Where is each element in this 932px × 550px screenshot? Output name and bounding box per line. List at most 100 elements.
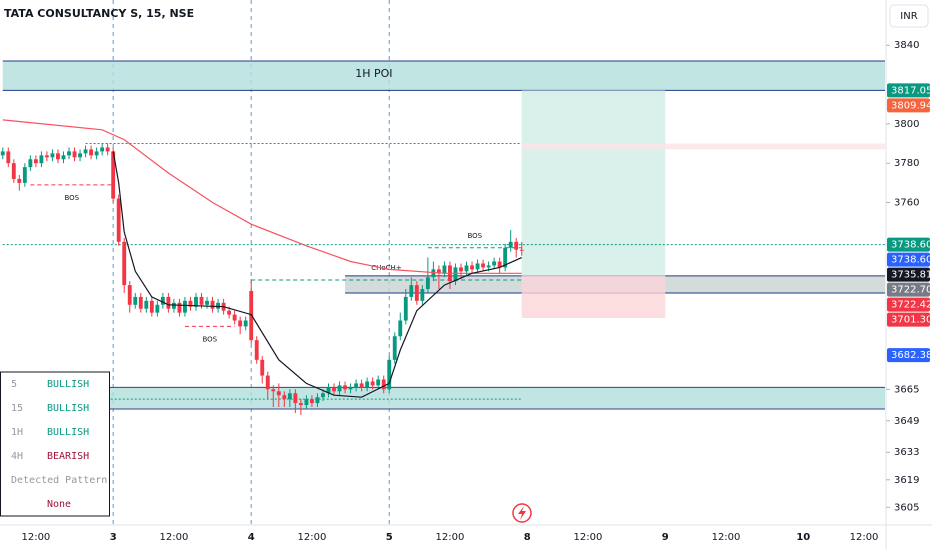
candle-body bbox=[194, 296, 198, 307]
panel-pattern: None bbox=[47, 499, 71, 510]
candle-body bbox=[276, 391, 281, 396]
y-tick-label: 3633 bbox=[894, 447, 919, 458]
candle-body bbox=[243, 320, 248, 327]
price-tag bbox=[887, 252, 930, 267]
candle-body bbox=[381, 379, 386, 390]
candle-body bbox=[183, 300, 187, 313]
panel-timeframe: 4H bbox=[11, 451, 23, 462]
zone bbox=[521, 275, 666, 318]
candle-body bbox=[486, 265, 491, 268]
candle-body bbox=[144, 300, 149, 309]
zone bbox=[521, 90, 666, 276]
price-tag-label: 3738.60 bbox=[891, 255, 932, 266]
candle-body bbox=[199, 296, 204, 305]
candle-body bbox=[354, 383, 359, 388]
currency-button[interactable] bbox=[889, 4, 929, 28]
candle-body bbox=[238, 320, 243, 327]
candle-body bbox=[376, 379, 381, 386]
x-tick-label: 8 bbox=[524, 532, 531, 543]
candle-body bbox=[127, 285, 132, 305]
candle-body bbox=[265, 375, 270, 390]
candle-body bbox=[149, 300, 154, 313]
candle-body bbox=[94, 151, 99, 156]
panel-box bbox=[0, 371, 110, 517]
price-tag bbox=[887, 282, 930, 297]
x-tick-label: 10 bbox=[796, 532, 810, 543]
price-tag bbox=[887, 297, 930, 312]
candle-body bbox=[254, 340, 259, 360]
candle-body bbox=[315, 397, 320, 404]
x-tick-label: 12:00 bbox=[574, 532, 603, 543]
price-tag bbox=[887, 348, 930, 363]
price-tag-label: 3735.81 bbox=[891, 270, 932, 281]
candle-body bbox=[508, 241, 513, 248]
candle-body bbox=[61, 155, 66, 160]
price-tag bbox=[887, 312, 930, 327]
candle-body bbox=[293, 393, 298, 404]
candle-body bbox=[155, 304, 160, 313]
zone bbox=[2, 60, 886, 91]
candle-body bbox=[100, 147, 105, 152]
candle-body bbox=[83, 149, 88, 154]
y-tick-label: 3649 bbox=[894, 416, 919, 427]
candle-body bbox=[6, 151, 11, 164]
candle-body bbox=[271, 389, 276, 392]
candle-body bbox=[56, 153, 60, 160]
y-tick-label: 3780 bbox=[894, 158, 919, 169]
candle-body bbox=[348, 387, 353, 390]
candle-body bbox=[326, 387, 331, 394]
price-tag-label: 3682.38 bbox=[891, 350, 932, 361]
candle-body bbox=[464, 265, 469, 272]
candle-body bbox=[392, 336, 397, 360]
candle-body bbox=[227, 310, 232, 315]
y-tick-label: 3800 bbox=[894, 119, 919, 130]
panel-timeframe: 1H bbox=[11, 427, 23, 438]
candle-body bbox=[282, 395, 287, 400]
candle-body bbox=[260, 359, 265, 376]
indicator-line bbox=[2, 119, 522, 274]
candle-body bbox=[216, 302, 221, 309]
candle-body bbox=[414, 285, 419, 301]
icon bbox=[512, 503, 532, 523]
candle-body bbox=[22, 167, 27, 183]
candle-body bbox=[205, 300, 209, 305]
candle-body bbox=[492, 261, 497, 266]
currency[interactable]: INR bbox=[900, 11, 917, 22]
candle-body bbox=[78, 153, 82, 158]
annotation: BOS bbox=[64, 194, 79, 202]
candle-body bbox=[232, 314, 237, 321]
candle-body bbox=[89, 149, 94, 156]
price-tag-label: 3809.94 bbox=[891, 100, 932, 111]
candle-body bbox=[298, 403, 303, 406]
candle-body bbox=[337, 385, 342, 392]
candle-body bbox=[436, 269, 441, 274]
annotation: BOS bbox=[202, 335, 217, 343]
candle-body bbox=[475, 263, 480, 270]
candle-body bbox=[166, 296, 171, 309]
price-tag-label: 3701.30 bbox=[891, 315, 932, 326]
candle-body bbox=[403, 296, 408, 321]
y-tick-label: 3840 bbox=[894, 40, 919, 51]
price-tag bbox=[887, 98, 930, 113]
x-tick-label: 12:00 bbox=[850, 532, 879, 543]
candle-body bbox=[67, 151, 71, 156]
candle-body bbox=[453, 267, 458, 282]
panel-trend: BULLISH bbox=[47, 403, 89, 414]
candle-body bbox=[177, 302, 182, 313]
x-tick-label: 5 bbox=[386, 532, 393, 543]
candle-body bbox=[514, 241, 519, 250]
y-tick-label: 3605 bbox=[894, 502, 919, 513]
x-tick-label: 9 bbox=[662, 532, 669, 543]
candle-body bbox=[431, 269, 436, 278]
candle-body bbox=[138, 296, 143, 309]
candle-body bbox=[321, 393, 325, 398]
candle-body bbox=[105, 147, 110, 152]
candle-body bbox=[133, 296, 138, 305]
panel-trend: BULLISH bbox=[47, 427, 89, 438]
price-tag bbox=[887, 83, 930, 98]
x-tick-label: 4 bbox=[248, 532, 255, 543]
annotation: CHoCH+ bbox=[371, 264, 402, 272]
candle-body bbox=[11, 163, 16, 179]
candle-body bbox=[50, 153, 55, 158]
